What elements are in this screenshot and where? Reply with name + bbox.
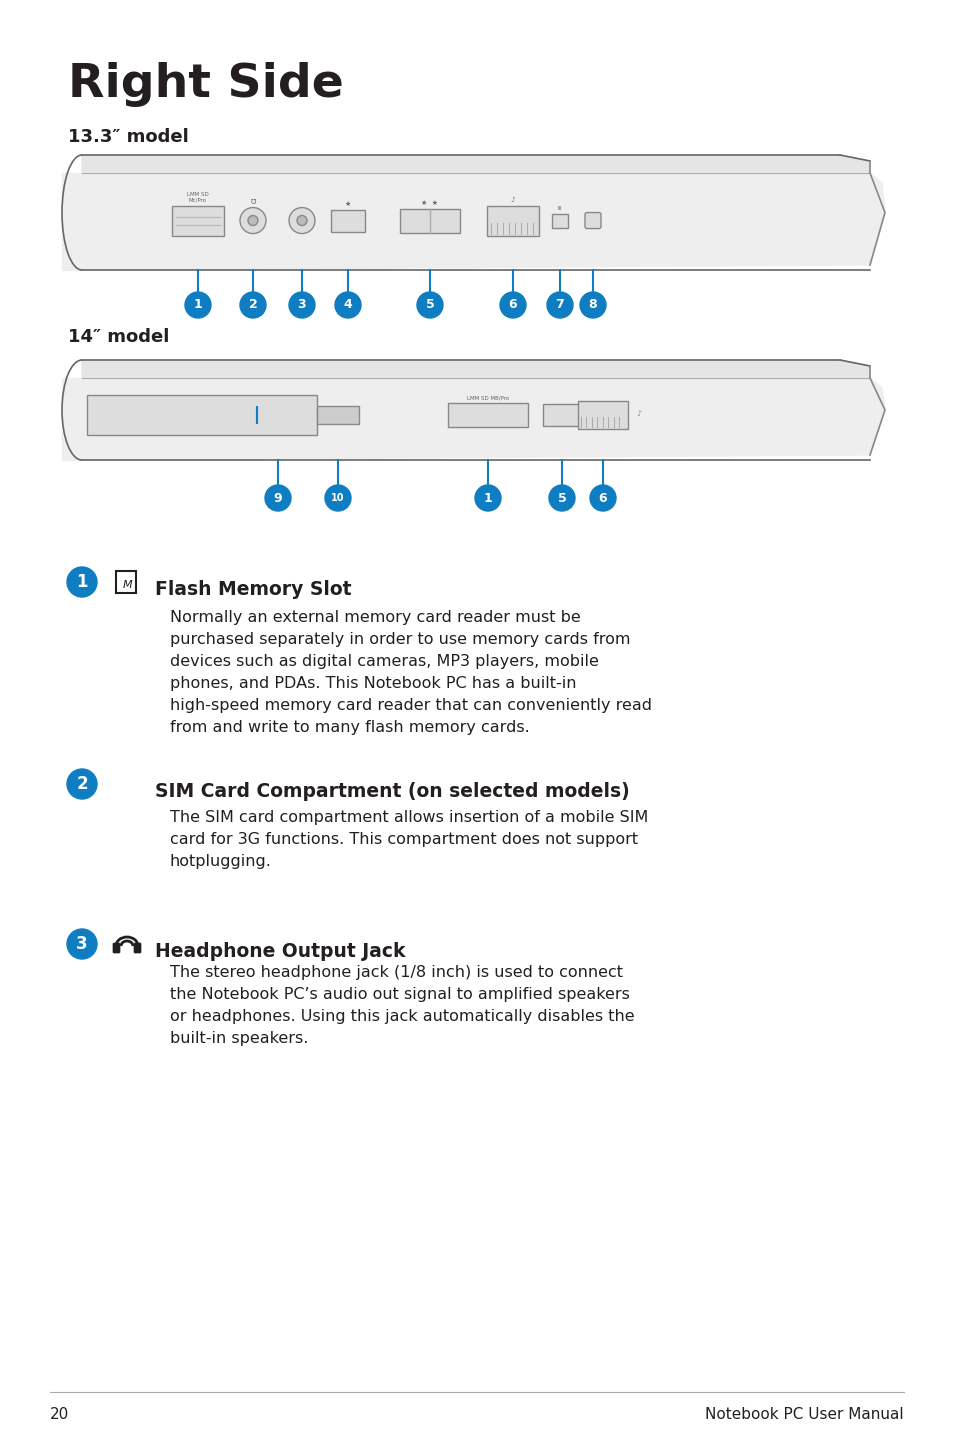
Circle shape bbox=[325, 485, 351, 510]
Circle shape bbox=[185, 292, 211, 318]
Text: ♪: ♪ bbox=[636, 408, 640, 417]
Text: phones, and PDAs. This Notebook PC has a built-in: phones, and PDAs. This Notebook PC has a… bbox=[170, 676, 576, 692]
Circle shape bbox=[335, 292, 360, 318]
Text: 1: 1 bbox=[193, 299, 202, 312]
FancyBboxPatch shape bbox=[578, 401, 627, 429]
Circle shape bbox=[579, 292, 605, 318]
Text: or headphones. Using this jack automatically disables the: or headphones. Using this jack automatic… bbox=[170, 1009, 634, 1024]
Text: ★  ★: ★ ★ bbox=[421, 200, 438, 206]
FancyBboxPatch shape bbox=[448, 403, 527, 427]
Circle shape bbox=[546, 292, 573, 318]
FancyBboxPatch shape bbox=[112, 943, 120, 953]
Polygon shape bbox=[82, 173, 884, 270]
Circle shape bbox=[265, 485, 291, 510]
Circle shape bbox=[475, 485, 500, 510]
FancyBboxPatch shape bbox=[316, 406, 358, 424]
Text: ℧: ℧ bbox=[250, 198, 255, 204]
Text: 8: 8 bbox=[588, 299, 597, 312]
Text: 4: 4 bbox=[343, 299, 352, 312]
Text: 6: 6 bbox=[598, 492, 607, 505]
Circle shape bbox=[589, 485, 616, 510]
Circle shape bbox=[240, 207, 266, 233]
Circle shape bbox=[240, 292, 266, 318]
Text: LMM SD
Mc/Pro: LMM SD Mc/Pro bbox=[187, 191, 209, 203]
Text: 2: 2 bbox=[249, 299, 257, 312]
Text: 5: 5 bbox=[558, 492, 566, 505]
Text: 13.3″ model: 13.3″ model bbox=[68, 128, 189, 147]
Text: card for 3G functions. This compartment does not support: card for 3G functions. This compartment … bbox=[170, 833, 638, 847]
Text: M: M bbox=[123, 580, 132, 590]
Circle shape bbox=[548, 485, 575, 510]
FancyBboxPatch shape bbox=[542, 404, 580, 426]
Polygon shape bbox=[82, 360, 869, 378]
Circle shape bbox=[67, 929, 97, 959]
FancyBboxPatch shape bbox=[87, 395, 316, 436]
FancyBboxPatch shape bbox=[584, 213, 600, 229]
Text: 6: 6 bbox=[508, 299, 517, 312]
Text: 3: 3 bbox=[297, 299, 306, 312]
Circle shape bbox=[499, 292, 525, 318]
Polygon shape bbox=[62, 378, 82, 460]
Circle shape bbox=[67, 567, 97, 597]
FancyBboxPatch shape bbox=[133, 943, 141, 953]
FancyBboxPatch shape bbox=[172, 206, 224, 236]
Text: from and write to many flash memory cards.: from and write to many flash memory card… bbox=[170, 720, 529, 735]
Circle shape bbox=[67, 769, 97, 800]
Text: the Notebook PC’s audio out signal to amplified speakers: the Notebook PC’s audio out signal to am… bbox=[170, 986, 629, 1002]
Circle shape bbox=[296, 216, 307, 226]
Text: purchased separately in order to use memory cards from: purchased separately in order to use mem… bbox=[170, 631, 630, 647]
Text: 1: 1 bbox=[483, 492, 492, 505]
Text: The SIM card compartment allows insertion of a mobile SIM: The SIM card compartment allows insertio… bbox=[170, 810, 648, 825]
Text: 1: 1 bbox=[76, 572, 88, 591]
Circle shape bbox=[416, 292, 442, 318]
Text: built-in speakers.: built-in speakers. bbox=[170, 1031, 308, 1045]
Polygon shape bbox=[62, 173, 82, 270]
FancyBboxPatch shape bbox=[486, 206, 538, 236]
Text: 3: 3 bbox=[76, 935, 88, 953]
Text: high-speed memory card reader that can conveniently read: high-speed memory card reader that can c… bbox=[170, 697, 651, 713]
Circle shape bbox=[289, 292, 314, 318]
Text: SIM Card Compartment (on selected models): SIM Card Compartment (on selected models… bbox=[154, 782, 629, 801]
FancyBboxPatch shape bbox=[552, 214, 567, 227]
Polygon shape bbox=[82, 378, 884, 460]
Circle shape bbox=[248, 216, 257, 226]
Text: Flash Memory Slot: Flash Memory Slot bbox=[154, 580, 351, 600]
Text: lll: lll bbox=[558, 206, 561, 210]
Text: hotplugging.: hotplugging. bbox=[170, 854, 272, 869]
Text: Headphone Output Jack: Headphone Output Jack bbox=[154, 942, 405, 961]
FancyBboxPatch shape bbox=[399, 209, 459, 233]
Text: ♪: ♪ bbox=[510, 197, 515, 203]
Circle shape bbox=[289, 207, 314, 233]
Text: The stereo headphone jack (1/8 inch) is used to connect: The stereo headphone jack (1/8 inch) is … bbox=[170, 965, 622, 981]
Text: 10: 10 bbox=[331, 493, 344, 503]
Text: LMM SD MB/Pro: LMM SD MB/Pro bbox=[466, 395, 509, 401]
Text: 7: 7 bbox=[555, 299, 564, 312]
Text: devices such as digital cameras, MP3 players, mobile: devices such as digital cameras, MP3 pla… bbox=[170, 654, 598, 669]
FancyBboxPatch shape bbox=[331, 210, 365, 232]
Text: Normally an external memory card reader must be: Normally an external memory card reader … bbox=[170, 610, 580, 626]
Text: 2: 2 bbox=[76, 775, 88, 792]
Text: 14″ model: 14″ model bbox=[68, 328, 170, 347]
Text: Notebook PC User Manual: Notebook PC User Manual bbox=[704, 1406, 903, 1422]
Polygon shape bbox=[82, 155, 869, 173]
Text: 20: 20 bbox=[50, 1406, 70, 1422]
Text: 5: 5 bbox=[425, 299, 434, 312]
Text: 9: 9 bbox=[274, 492, 282, 505]
Text: ★: ★ bbox=[345, 200, 351, 207]
Text: Right Side: Right Side bbox=[68, 62, 343, 106]
